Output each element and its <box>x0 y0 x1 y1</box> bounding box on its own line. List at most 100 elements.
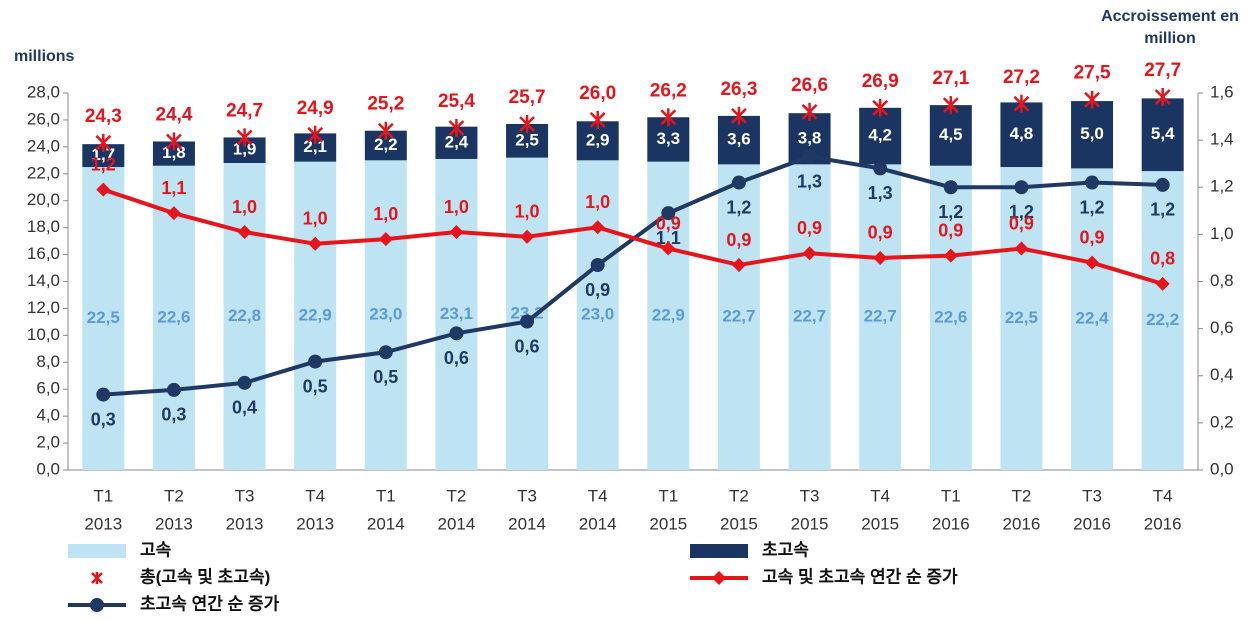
line-label: 0,9 <box>585 280 610 300</box>
line-marker <box>873 250 888 265</box>
x-tick-label: T1 <box>658 486 678 505</box>
y-tick-label: 28,0 <box>27 82 60 101</box>
line-label: 1,0 <box>232 197 257 217</box>
legend-label: 초고속 <box>762 540 809 559</box>
y2-tick-label: 1,2 <box>1210 177 1234 196</box>
x-tick-label: 2013 <box>155 514 193 533</box>
legend-label: 고속 및 초고속 연간 순 증가 <box>762 567 958 586</box>
line-label: 1,0 <box>373 204 398 224</box>
bar-label: 5,4 <box>1151 124 1175 143</box>
x-tick-label: T3 <box>235 486 255 505</box>
line-marker <box>1085 175 1100 190</box>
line-label: 1,2 <box>938 202 963 222</box>
y-tick-label: 18,0 <box>27 217 60 236</box>
x-tick-label: 2014 <box>438 514 476 533</box>
bar <box>82 167 125 470</box>
x-tick-label: 2015 <box>649 514 687 533</box>
line-marker <box>873 161 888 176</box>
bar-label: 22,4 <box>1076 309 1110 328</box>
line-label: 0,5 <box>303 376 328 396</box>
line-label: 1,2 <box>726 197 751 217</box>
y-tick-label: 20,0 <box>27 190 60 209</box>
bar-label: 22,5 <box>87 308 120 327</box>
y-tick-label: 8,0 <box>36 352 60 371</box>
bar-label: 23,0 <box>581 305 614 324</box>
y-tick-label: 0,0 <box>36 459 60 478</box>
total-label: 26,0 <box>579 83 616 104</box>
line <box>102 187 1164 286</box>
line-label: 0,9 <box>938 220 963 240</box>
bar <box>294 161 337 471</box>
bar-label: 23,1 <box>440 304 473 323</box>
x-tick-label: T4 <box>588 486 608 505</box>
total-marker <box>731 106 747 125</box>
total-label: 26,6 <box>791 75 828 96</box>
total-marker <box>519 114 535 133</box>
x-tick-label: T1 <box>376 486 396 505</box>
line-label: 1,0 <box>303 209 328 229</box>
total-marker <box>448 119 465 138</box>
bar-label: 2,4 <box>445 132 469 151</box>
y-tick-label: 22,0 <box>27 163 60 182</box>
bar <box>576 160 619 471</box>
line-marker <box>378 345 393 360</box>
line-marker <box>943 248 958 263</box>
x-tick-label: T4 <box>305 486 325 505</box>
bar-label: 4,8 <box>1010 124 1034 143</box>
line-marker <box>378 232 393 247</box>
line-marker <box>731 175 746 190</box>
y-tick-label: 26,0 <box>27 109 60 128</box>
y2-tick-label: 0,6 <box>1210 318 1234 337</box>
bar-label: 22,5 <box>1005 308 1038 327</box>
line-marker <box>943 180 958 195</box>
line-marker <box>308 236 323 251</box>
line-marker <box>802 246 817 261</box>
line-label: 1,1 <box>656 228 681 248</box>
bar-label: 22,9 <box>299 305 332 324</box>
bar <box>435 158 478 470</box>
x-tick-label: 2016 <box>1003 514 1041 533</box>
x-tick-label: T2 <box>164 486 184 505</box>
y2-axis-label: Accroissement en million <box>1101 8 1239 47</box>
line-marker <box>590 220 605 235</box>
bar <box>364 160 407 471</box>
legend-swatch <box>690 544 748 558</box>
line-label: 1,3 <box>797 171 822 191</box>
x-tick-label: T2 <box>447 486 467 505</box>
x-tick-label: T3 <box>1082 486 1102 505</box>
bar <box>1000 167 1043 470</box>
total-label: 25,4 <box>438 91 475 112</box>
line-label: 1,0 <box>585 192 610 212</box>
line-marker <box>520 314 535 329</box>
line-label: 1,2 <box>1150 200 1175 220</box>
line-marker <box>237 375 252 390</box>
total-marker <box>801 102 818 121</box>
x-tick-label: 2014 <box>579 514 617 533</box>
line-marker <box>166 206 181 221</box>
x-tick-label: T3 <box>800 486 820 505</box>
bar-label: 2,5 <box>515 130 539 149</box>
x-tick-label: 2015 <box>861 514 899 533</box>
line-label: 0,4 <box>232 398 257 418</box>
legend-swatch <box>90 598 104 612</box>
y2-tick-label: 0,0 <box>1210 459 1234 478</box>
legend-label: 총(고속 및 초고속) <box>140 567 270 586</box>
total-label: 26,3 <box>720 79 757 100</box>
x-tick-label: T2 <box>729 486 749 505</box>
y2-tick-label: 1,4 <box>1210 130 1234 149</box>
y2-tick-label: 1,6 <box>1210 82 1234 101</box>
line-marker <box>96 182 111 197</box>
x-tick-label: T4 <box>1153 486 1173 505</box>
bar <box>1141 171 1184 471</box>
bar-label: 22,8 <box>228 306 261 325</box>
line-marker <box>1155 177 1170 192</box>
y2-tick-label: 0,2 <box>1210 412 1234 431</box>
y-tick-label: 16,0 <box>27 244 60 263</box>
y-tick-label: 10,0 <box>27 325 60 344</box>
x-tick-label: 2016 <box>932 514 970 533</box>
line-label: 1,2 <box>1080 197 1105 217</box>
y2-tick-label: 1,0 <box>1210 224 1234 243</box>
legend-label: 고속 <box>140 540 172 559</box>
line-marker <box>661 241 676 256</box>
